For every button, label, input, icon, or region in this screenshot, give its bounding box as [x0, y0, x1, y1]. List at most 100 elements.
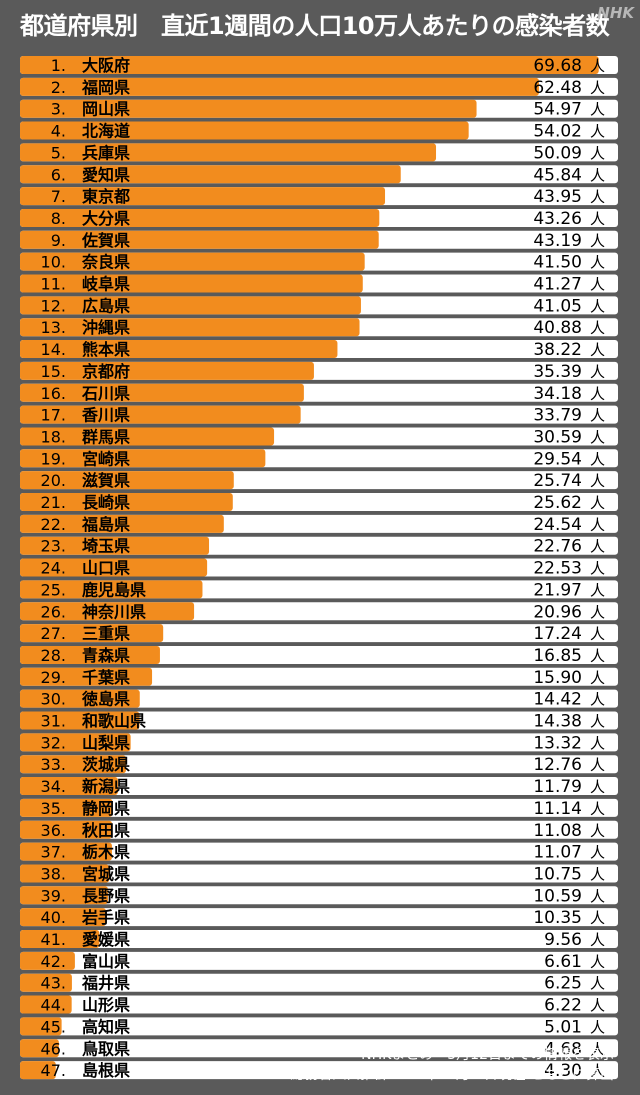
rank-label: 38.: [41, 864, 66, 883]
rank-label: 20.: [41, 471, 66, 490]
prefecture-label: 島根県: [82, 1061, 130, 1080]
prefecture-label: 福岡県: [81, 78, 130, 97]
bar-track: [20, 951, 618, 970]
value-label: 6.25: [544, 974, 582, 994]
chart-title: 都道府県別 直近1週間の人口10万人あたりの感染者数: [20, 12, 610, 40]
value-label: 10.59: [533, 886, 582, 906]
prefecture-label: 大阪府: [82, 56, 130, 75]
rank-label: 28.: [41, 646, 66, 665]
unit-label: 人: [590, 57, 605, 75]
unit-label: 人: [590, 101, 605, 119]
prefecture-label: 神奈川県: [82, 602, 146, 621]
value-label: 12.76: [533, 755, 582, 775]
value-label: 41.50: [533, 253, 582, 273]
bar: [20, 405, 301, 424]
bar-track: [20, 820, 618, 839]
bar: [20, 602, 195, 621]
bar-track: [20, 1039, 618, 1058]
value-label: 29.54: [533, 449, 582, 469]
value-label: 6.22: [544, 996, 582, 1016]
unit-label: 人: [590, 297, 605, 315]
value-label: 16.85: [533, 646, 582, 666]
bar-track: [20, 711, 618, 730]
bar: [20, 973, 72, 992]
bar-track: [20, 755, 618, 774]
bar: [20, 99, 477, 118]
rank-label: 30.: [41, 690, 66, 709]
prefecture-label: 高知県: [82, 1017, 130, 1036]
unit-label: 人: [590, 734, 605, 752]
prefecture-label: 埼玉県: [82, 537, 130, 556]
value-label: 41.27: [533, 275, 582, 295]
value-label: 14.42: [533, 690, 582, 710]
footer-notes: NHKまとめ 5月12日までの情報を表示 総務省人口推計2019年10月１日現在…: [54, 1045, 614, 1085]
unit-label: 人: [590, 232, 605, 250]
value-label: 54.02: [533, 122, 582, 142]
unit-label: 人: [590, 756, 605, 774]
unit-label: 人: [590, 210, 605, 228]
unit-label: 人: [590, 254, 605, 272]
prefecture-label: 岐阜県: [82, 275, 130, 294]
value-label: 9.56: [544, 930, 582, 950]
bar-track: [20, 667, 618, 686]
unit-label: 人: [590, 603, 605, 621]
rank-label: 27.: [41, 624, 66, 643]
bar: [20, 667, 153, 686]
unit-label: 人: [590, 997, 605, 1015]
prefecture-label: 徳島県: [81, 690, 130, 709]
rank-label: 6.: [51, 165, 66, 184]
rank-label: 12.: [41, 296, 66, 315]
rank-label: 34.: [41, 777, 66, 796]
rank-label: 40.: [41, 908, 66, 927]
rank-label: 26.: [41, 602, 66, 621]
footer-method-line: 総務省人口推計2019年10月１日現在 をもとに算出: [290, 1067, 614, 1083]
bar: [20, 536, 210, 555]
bar-track: [20, 842, 618, 861]
unit-label: 人: [590, 800, 605, 818]
unit-label: 人: [590, 407, 605, 425]
value-label: 35.39: [533, 362, 582, 382]
unit-label: 人: [590, 778, 605, 796]
prefecture-label: 香川県: [81, 406, 130, 425]
value-label: 21.97: [533, 580, 582, 600]
unit-label: 人: [590, 931, 605, 949]
value-label: 4.30: [544, 1061, 582, 1081]
unit-label: 人: [590, 560, 605, 578]
prefecture-label: 福島県: [81, 515, 130, 534]
rank-label: 39.: [41, 886, 66, 905]
value-label: 22.76: [533, 537, 582, 557]
unit-label: 人: [590, 516, 605, 534]
value-label: 41.05: [533, 296, 582, 316]
bar: [20, 187, 386, 206]
bar: [20, 77, 539, 96]
value-label: 11.79: [533, 777, 582, 797]
value-label: 5.01: [544, 1017, 582, 1037]
unit-label: 人: [590, 953, 605, 971]
unit-label: 人: [590, 669, 605, 687]
prefecture-label: 熊本県: [82, 340, 130, 359]
rank-label: 15.: [41, 362, 66, 381]
prefecture-label: 三重県: [82, 624, 130, 643]
rank-label: 45.: [41, 1017, 66, 1036]
rank-label: 14.: [41, 340, 66, 359]
prefecture-label: 滋賀県: [82, 471, 130, 490]
prefecture-label: 山梨県: [82, 733, 130, 752]
value-label: 43.95: [533, 187, 582, 207]
bar-track: [20, 645, 618, 664]
prefecture-label: 大分県: [82, 209, 130, 228]
unit-label: 人: [590, 1018, 605, 1036]
value-label: 43.19: [533, 231, 582, 251]
value-label: 62.48: [533, 78, 582, 98]
value-label: 40.88: [533, 318, 582, 338]
prefecture-label: 東京都: [82, 187, 130, 206]
rank-label: 5.: [51, 143, 66, 162]
bar: [20, 798, 113, 817]
bar: [20, 755, 126, 774]
prefecture-label: 岡山県: [82, 100, 130, 119]
unit-label: 人: [590, 319, 605, 337]
prefecture-label: 北海道: [82, 122, 130, 141]
prefecture-label: 山口県: [82, 559, 130, 578]
bar: [20, 383, 304, 402]
bar-track: [20, 733, 618, 752]
rank-label: 1.: [51, 56, 66, 75]
